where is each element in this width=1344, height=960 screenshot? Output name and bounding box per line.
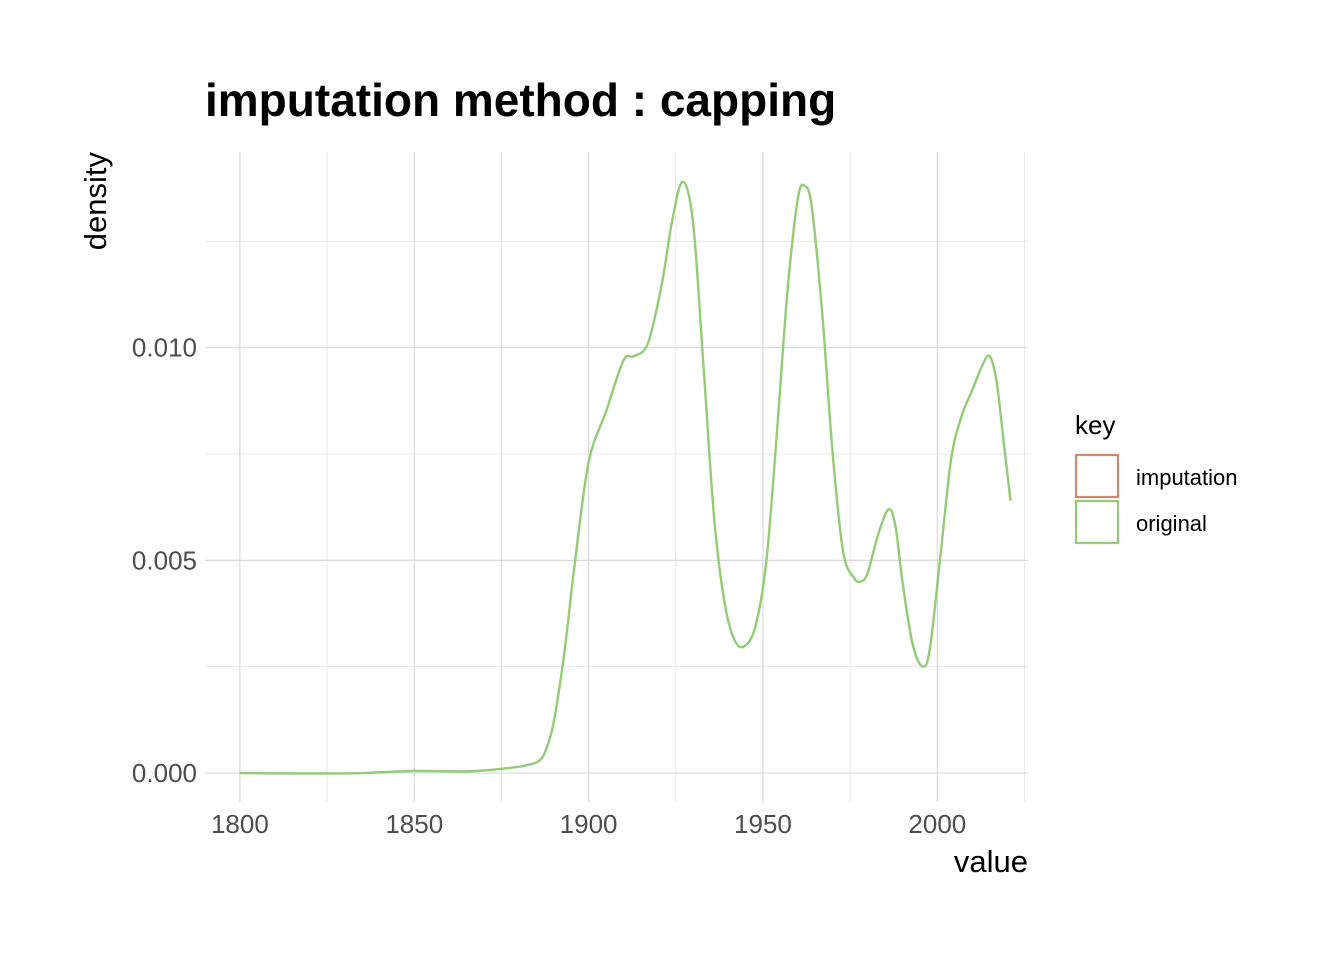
chart-title: imputation method : capping [205, 74, 836, 126]
legend: key imputation original [1074, 410, 1238, 545]
x-axis-title: value [954, 844, 1028, 879]
plot-lines [239, 180, 1012, 775]
y-axis-title: density [78, 152, 113, 251]
y-tick-label: 0.005 [132, 545, 197, 575]
y-tick-labels: 0.000 0.005 0.010 [132, 333, 197, 788]
x-tick-label: 1850 [385, 809, 443, 839]
x-tick-label: 1900 [560, 809, 618, 839]
x-tick-labels: 1800 1850 1900 1950 2000 [211, 809, 966, 839]
legend-key-original [1074, 499, 1120, 545]
x-tick-label: 2000 [908, 809, 966, 839]
x-tick-label: 1800 [211, 809, 269, 839]
series-line-original [239, 180, 1012, 775]
legend-label-imputation: imputation [1136, 465, 1238, 490]
y-tick-label: 0.000 [132, 758, 197, 788]
legend-label-original: original [1136, 511, 1207, 536]
grid [205, 152, 1028, 802]
legend-key-imputation [1074, 453, 1120, 499]
legend-title: key [1075, 410, 1115, 440]
x-tick-label: 1950 [734, 809, 792, 839]
y-tick-label: 0.010 [132, 333, 197, 363]
